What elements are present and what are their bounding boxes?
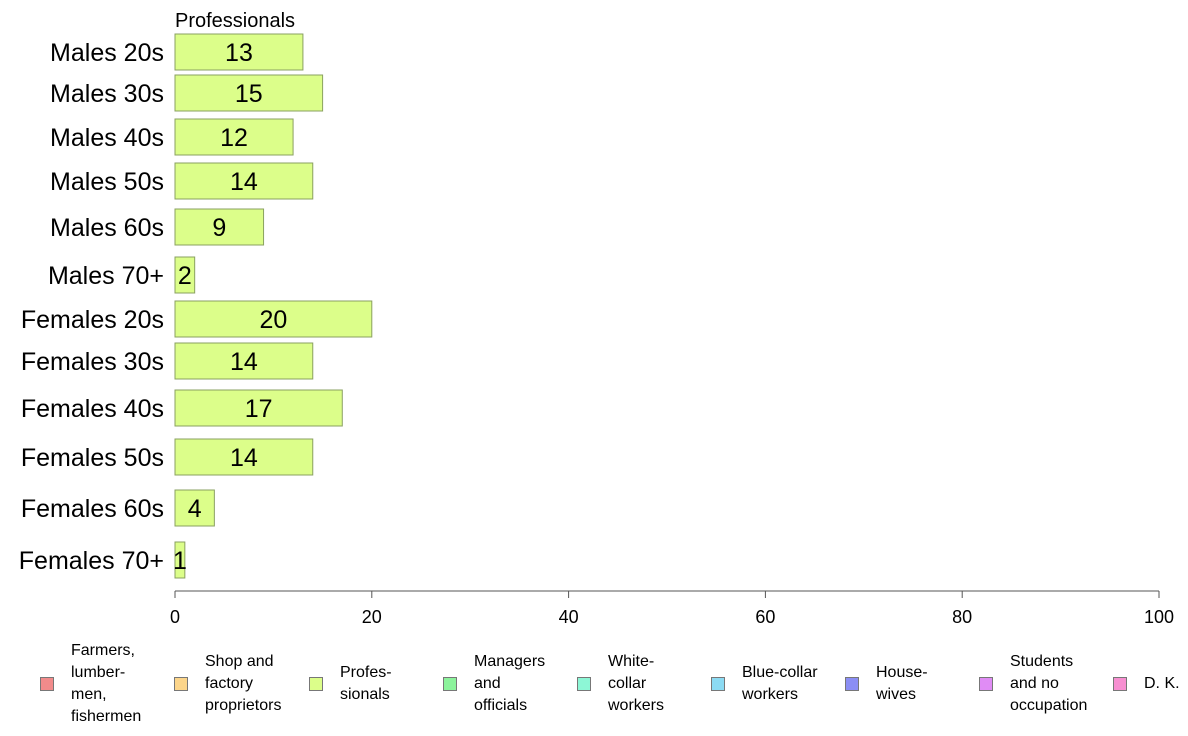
bar: [174, 74, 324, 112]
legend-item: Blue-collar workers: [711, 638, 818, 730]
chart-title: Professionals: [175, 10, 295, 32]
bar: [174, 300, 373, 338]
bar: [174, 256, 196, 294]
legend-item: Profes- sionals: [309, 638, 392, 730]
x-tick-label: 20: [362, 607, 382, 627]
legend-item: Managers and officials: [443, 638, 545, 730]
legend-item: House- wives: [845, 638, 928, 730]
legend-label: Farmers, lumber- men, fishermen: [71, 642, 142, 725]
category-label: Females 20s: [21, 306, 164, 334]
legend-label: Managers and officials: [474, 653, 546, 714]
legend-swatch: [979, 677, 993, 691]
x-tick-label: 80: [952, 607, 972, 627]
data-label: 12: [220, 124, 248, 152]
category-label: Males 20s: [50, 39, 164, 67]
x-tick-label: 0: [170, 607, 180, 627]
category-label: Males 70+: [48, 262, 164, 290]
legend-label: Blue-collar workers: [742, 664, 818, 703]
data-label: 20: [259, 306, 287, 334]
category-label: Males 30s: [50, 80, 164, 108]
bar: [174, 118, 294, 156]
bar: [174, 541, 186, 579]
data-label: 9: [212, 214, 226, 242]
data-label: 2: [178, 262, 192, 290]
bar: [174, 489, 215, 527]
category-label: Females 60s: [21, 495, 164, 523]
legend-item: White- collar workers: [577, 638, 664, 730]
bar: [174, 208, 265, 246]
legend: Farmers, lumber- men, fishermen Shop and …: [0, 638, 1188, 736]
legend-label: White- collar workers: [608, 653, 665, 714]
legend-label: D. K.: [1144, 675, 1180, 692]
legend-item: Students and no occupation: [979, 638, 1087, 730]
legend-swatch: [1113, 677, 1127, 691]
data-label: 14: [230, 168, 258, 196]
x-axis: 0 20 40 60 80 100: [170, 590, 1174, 627]
data-label: 14: [230, 444, 258, 472]
x-tick-label: 40: [559, 607, 579, 627]
category-label: Females 30s: [21, 348, 164, 376]
legend-swatch: [309, 677, 323, 691]
category-label: Males 50s: [50, 168, 164, 196]
bar-chart: Professionals Males 20s 13 Males 30s 15 Male…: [19, 10, 1174, 627]
legend-item: Farmers, lumber- men, fishermen: [40, 638, 141, 730]
category-label: Males 60s: [50, 214, 164, 242]
category-label: Females 50s: [21, 444, 164, 472]
data-label: 13: [225, 39, 253, 67]
legend-label: House- wives: [876, 664, 928, 703]
category-label: Females 70+: [19, 547, 164, 575]
data-label: 14: [230, 348, 258, 376]
category-label: Females 40s: [21, 395, 164, 423]
legend-item: D. K.: [1113, 638, 1180, 730]
bar: [174, 438, 314, 476]
bar: [174, 33, 304, 71]
legend-swatch: [845, 677, 859, 691]
legend-label: Profes- sionals: [340, 664, 392, 703]
category-label: Males 40s: [50, 124, 164, 152]
data-label: 1: [173, 547, 187, 575]
legend-label: Shop and factory proprietors: [205, 653, 282, 714]
data-label: 15: [235, 80, 263, 108]
legend-swatch: [711, 677, 725, 691]
legend-item: Shop and factory proprietors: [174, 638, 281, 730]
bar: [174, 342, 314, 380]
legend-swatch: [40, 677, 54, 691]
legend-label: Students and no occupation: [1010, 653, 1088, 714]
legend-swatch: [443, 677, 457, 691]
data-label: 4: [188, 495, 202, 523]
data-label: 17: [245, 395, 273, 423]
legend-swatch: [174, 677, 188, 691]
bar: [174, 162, 314, 200]
x-tick-label: 60: [755, 607, 775, 627]
legend-swatch: [577, 677, 591, 691]
x-tick-label: 100: [1144, 607, 1174, 627]
bar: [174, 389, 343, 427]
